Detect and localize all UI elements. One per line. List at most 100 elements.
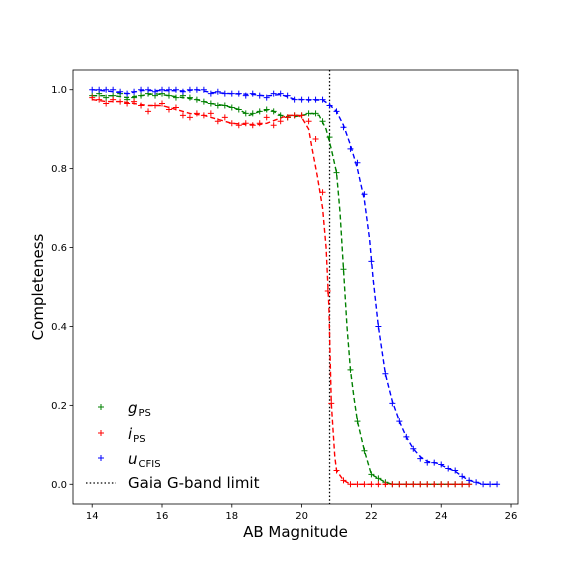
data-point-i [324, 287, 331, 294]
legend-label-i: iPS [128, 425, 146, 445]
data-point-u [270, 90, 277, 97]
data-point-u [256, 92, 263, 99]
data-point-g [270, 108, 277, 115]
data-point-i [221, 114, 228, 121]
data-point-u [298, 96, 305, 103]
y-tick-label: 0.8 [51, 164, 67, 175]
data-point-u [403, 433, 410, 440]
data-point-u [417, 455, 424, 462]
data-point-u [305, 96, 312, 103]
data-point-i [193, 110, 200, 117]
data-point-u [131, 88, 138, 95]
data-point-i [277, 118, 284, 125]
x-tick-label: 24 [435, 511, 448, 522]
data-point-i [452, 481, 459, 488]
data-point-u [159, 86, 165, 93]
data-point-i [249, 122, 256, 129]
data-point-i [368, 481, 375, 488]
series-markers-layer [89, 86, 501, 488]
data-point-g [312, 110, 319, 117]
data-point-u [172, 86, 179, 93]
data-point-u [193, 86, 200, 93]
legend-label-g: gPS [128, 399, 151, 419]
x-tick-label: 22 [365, 511, 378, 522]
x-axis-label: AB Magnitude [243, 523, 348, 541]
x-axis-ticks: 14 16 18 20 22 24 26 [86, 504, 517, 522]
data-point-i [340, 477, 347, 484]
data-point-i [228, 120, 235, 127]
data-point-i [305, 118, 312, 125]
data-point-u [291, 96, 298, 103]
series-line-g [92, 92, 470, 485]
data-point-i [145, 108, 152, 115]
data-point-i [396, 481, 403, 488]
legend-marker-g [98, 404, 104, 410]
data-point-i [207, 110, 214, 117]
data-point-u [96, 86, 103, 93]
data-point-u [89, 86, 96, 93]
data-point-u [284, 92, 291, 99]
data-point-g [305, 110, 312, 117]
data-point-g [277, 112, 284, 119]
data-point-i [319, 189, 326, 196]
data-point-u [445, 465, 452, 472]
data-point-g [354, 418, 361, 425]
y-tick-label: 0.0 [51, 480, 67, 491]
data-point-u [221, 90, 228, 97]
data-point-u [347, 145, 354, 152]
data-point-u [124, 90, 131, 97]
data-point-g [138, 92, 145, 99]
data-point-u [473, 479, 480, 486]
data-point-i [110, 96, 117, 103]
data-point-i [96, 96, 103, 103]
data-point-i [214, 118, 221, 125]
legend-label-u: uCFIS [128, 450, 161, 470]
data-point-i [438, 481, 445, 488]
series-lines-layer [92, 89, 498, 485]
data-point-i [382, 481, 389, 488]
y-tick-label: 0.4 [51, 322, 67, 333]
data-point-i [284, 114, 291, 121]
data-point-u [200, 86, 207, 93]
data-point-u [326, 102, 333, 109]
data-point-i [291, 112, 298, 119]
data-point-u [145, 86, 152, 93]
data-point-g [242, 110, 249, 117]
data-point-i [375, 481, 382, 488]
data-point-u [487, 481, 494, 488]
legend: gPS iPS uCFIS Gaia G-band limit [86, 399, 260, 492]
data-point-i [159, 100, 165, 107]
data-point-i [298, 112, 305, 119]
data-point-i [235, 122, 242, 129]
data-point-g [228, 104, 235, 111]
data-point-i [263, 114, 270, 121]
data-point-i [256, 120, 263, 127]
data-point-u [249, 90, 256, 97]
data-point-i [361, 481, 368, 488]
data-point-g [103, 94, 110, 101]
data-point-g [193, 96, 200, 103]
data-point-u [452, 467, 459, 474]
data-point-i [179, 112, 186, 119]
data-point-g [172, 94, 179, 101]
data-point-u [214, 88, 221, 95]
data-point-i [242, 120, 249, 127]
data-point-u [277, 90, 284, 97]
data-point-i [117, 98, 124, 105]
data-point-g [340, 266, 347, 273]
data-point-i [186, 114, 193, 121]
data-point-i [124, 100, 131, 107]
data-point-i [417, 481, 424, 488]
data-point-i [424, 481, 431, 488]
data-point-i [131, 98, 138, 105]
data-point-u [410, 445, 417, 452]
data-point-u [368, 258, 375, 265]
data-point-u [480, 481, 487, 488]
data-point-u [117, 88, 124, 95]
data-point-i [354, 481, 361, 488]
data-point-g [333, 169, 340, 176]
data-point-g [165, 92, 172, 99]
data-point-u [242, 92, 249, 99]
data-point-i [445, 481, 452, 488]
data-point-u [333, 108, 340, 115]
